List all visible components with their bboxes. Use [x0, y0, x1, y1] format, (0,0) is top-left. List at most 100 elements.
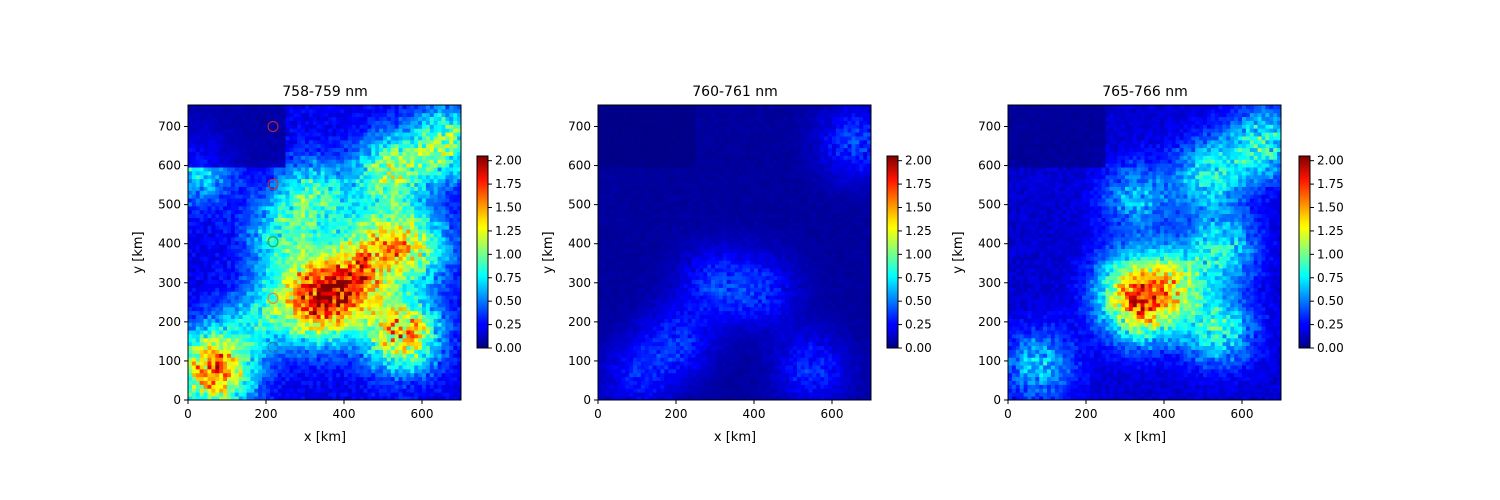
heatmap-cell	[269, 136, 275, 141]
heatmap-cell	[269, 337, 275, 343]
heatmap-cell	[269, 283, 275, 288]
heatmap-cell	[188, 334, 193, 339]
heatmap-cell	[429, 190, 435, 195]
heatmap-cell	[188, 240, 193, 246]
heatmap-cell	[386, 202, 392, 207]
heatmap-cell	[234, 139, 240, 145]
heatmap-cell	[223, 174, 228, 180]
heatmap-cell	[269, 271, 275, 277]
heatmap-cell	[301, 279, 306, 284]
heatmap-cell	[285, 202, 290, 207]
heatmap-cell	[367, 396, 372, 401]
heatmap-cell	[269, 322, 275, 327]
heatmap-cell	[398, 314, 403, 319]
heatmap-cell	[457, 380, 462, 385]
heatmap-cell	[441, 190, 446, 195]
heatmap-cell	[336, 310, 341, 315]
heatmap-cell	[211, 198, 216, 203]
heatmap-cell	[316, 198, 321, 203]
heatmap-cell	[211, 268, 216, 273]
heatmap-cell	[328, 174, 333, 180]
heatmap-cell	[242, 334, 247, 339]
heatmap-cell	[258, 233, 263, 238]
heatmap-cell	[363, 334, 368, 339]
heatmap-cell	[324, 147, 329, 152]
heatmap-cell	[207, 353, 212, 358]
heatmap-cell	[207, 330, 212, 335]
heatmap-cell	[246, 139, 251, 145]
heatmap-cell	[297, 236, 302, 242]
heatmap-cell	[230, 361, 236, 366]
heatmap-cell	[238, 334, 243, 339]
heatmap-cell	[219, 388, 224, 393]
heatmap-cell	[359, 217, 364, 222]
heatmap-cell	[273, 275, 279, 281]
heatmap-cell	[445, 136, 450, 141]
heatmap-cell	[230, 334, 236, 339]
heatmap-cell	[238, 159, 243, 164]
heatmap-cell	[359, 128, 364, 133]
heatmap-cell	[425, 287, 431, 292]
heatmap-cell	[453, 322, 458, 327]
heatmap-cell	[227, 357, 232, 362]
heatmap-cell	[453, 295, 458, 300]
heatmap-cell	[425, 283, 431, 288]
heatmap-cell	[422, 163, 427, 168]
heatmap-cell	[203, 334, 208, 339]
heatmap-cell	[242, 283, 247, 288]
heatmap-cell	[336, 392, 341, 397]
heatmap-cell	[242, 252, 247, 257]
heatmap-cell	[269, 361, 275, 366]
heatmap-cell	[242, 376, 247, 381]
heatmap-cell	[262, 155, 267, 160]
heatmap-cell	[199, 167, 204, 172]
heatmap-cell	[281, 128, 286, 133]
heatmap-cell	[320, 380, 325, 385]
heatmap-cell	[281, 271, 286, 277]
heatmap-cell	[230, 174, 236, 180]
heatmap-cell	[344, 182, 349, 187]
heatmap-cell	[445, 353, 450, 358]
heatmap-cell	[246, 128, 251, 133]
heatmap-cell	[429, 291, 435, 296]
heatmap-cell	[238, 221, 243, 226]
heatmap-cell	[441, 295, 446, 300]
heatmap-cell	[238, 357, 243, 362]
heatmap-cell	[211, 271, 216, 277]
heatmap-cell	[457, 159, 462, 164]
heatmap-cell	[273, 147, 279, 152]
heatmap-cell	[215, 275, 220, 281]
heatmap-cell	[234, 314, 240, 319]
heatmap-cell	[195, 302, 201, 308]
heatmap-cell	[195, 271, 201, 277]
heatmap-cell	[398, 194, 403, 199]
heatmap-cell	[332, 380, 337, 385]
heatmap-cell	[422, 372, 427, 378]
heatmap-cell	[363, 198, 368, 203]
heatmap-cell	[230, 392, 236, 397]
heatmap-cell	[406, 361, 411, 366]
heatmap-cell	[441, 353, 446, 358]
heatmap-cell	[441, 221, 446, 226]
heatmap-cell	[199, 240, 204, 246]
heatmap-cell	[383, 326, 388, 331]
heatmap-cell	[328, 279, 333, 284]
heatmap-cell	[195, 388, 201, 393]
heatmap-cell	[445, 155, 450, 160]
heatmap-cell	[199, 306, 204, 312]
heatmap-cell	[234, 178, 240, 184]
heatmap-cell	[422, 190, 427, 195]
heatmap-cell	[425, 345, 431, 350]
heatmap-cell	[258, 376, 263, 381]
heatmap-cell	[340, 349, 345, 354]
heatmap-cell	[379, 155, 384, 160]
heatmap-cell	[386, 217, 392, 222]
heatmap-cell	[188, 322, 193, 327]
heatmap-cell	[375, 182, 380, 187]
heatmap-cell	[441, 345, 446, 350]
heatmap-cell	[285, 159, 290, 164]
heatmap-cell	[203, 159, 208, 164]
heatmap-cell	[340, 151, 345, 156]
heatmap-cell	[223, 256, 228, 261]
heatmap-cell	[266, 310, 271, 315]
